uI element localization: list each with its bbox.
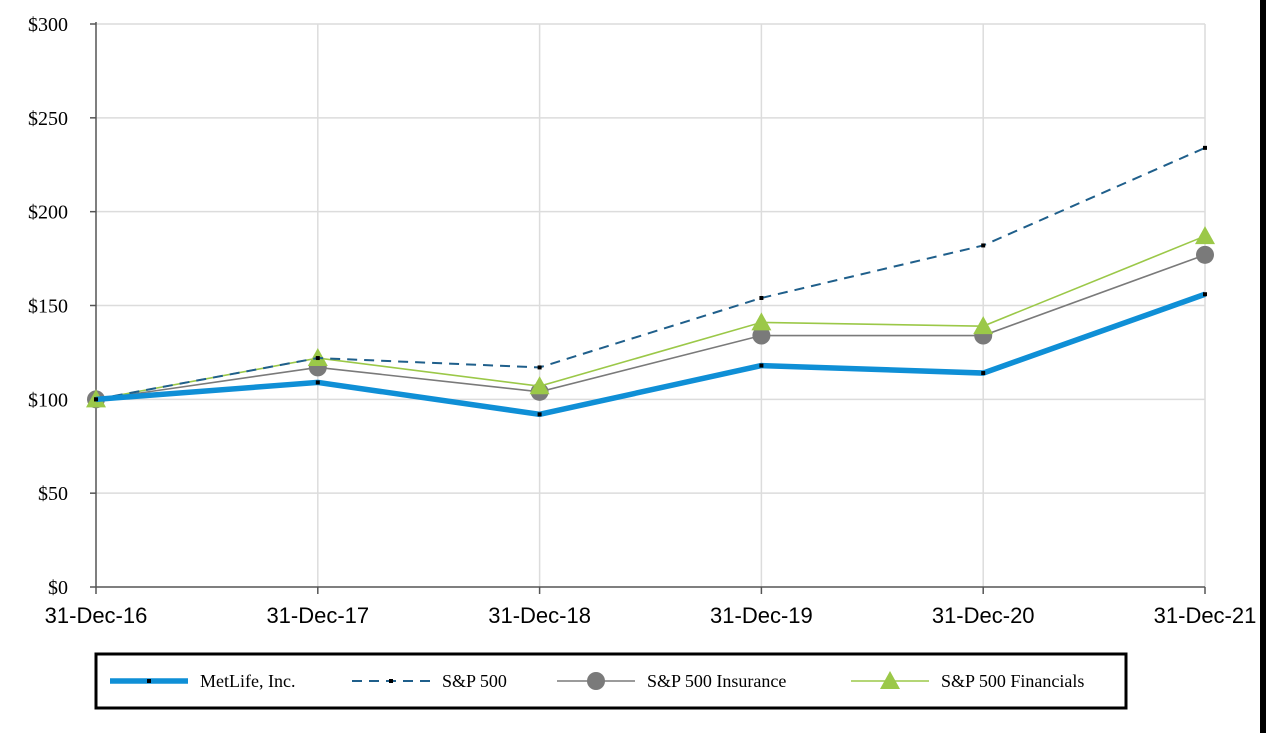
square-marker: [537, 412, 542, 417]
square-marker: [147, 679, 151, 683]
square-marker: [389, 679, 393, 683]
right-edge-bar: [1260, 0, 1266, 733]
series-line: [95, 146, 1206, 401]
square-marker: [1203, 145, 1207, 150]
triangle-marker: [1195, 226, 1215, 245]
triangle-marker: [973, 316, 994, 335]
y-tick-labels: $0 $50 $100 $150 $200 $250 $300: [28, 14, 68, 599]
y-tick-label: $50: [38, 483, 68, 505]
triangle-marker: [751, 312, 772, 331]
series-layer: [86, 145, 1215, 418]
legend-label: MetLife, Inc.: [200, 671, 295, 691]
y-tick-label: $150: [28, 296, 68, 318]
x-tick-labels: 31-Dec-16 31-Dec-17 31-Dec-18 31-Dec-19 31-D…: [45, 603, 1257, 628]
legend-label: S&P 500 Financials: [941, 671, 1084, 691]
x-tick-label: 31-Dec-18: [488, 603, 591, 628]
square-marker: [759, 295, 764, 300]
legend-entry: MetLife, Inc.: [110, 671, 295, 691]
square-marker: [315, 380, 320, 385]
axis-layer: [90, 22, 1206, 594]
square-marker: [981, 371, 986, 376]
legend: MetLife, Inc. S&P 500 S&P 500 Insurance S&P…: [94, 652, 1128, 710]
square-marker: [1203, 292, 1207, 297]
square-marker: [537, 365, 542, 370]
x-tick-label: 31-Dec-20: [932, 603, 1035, 628]
legend-label: S&P 500: [442, 671, 507, 691]
legend-entry: S&P 500 Financials: [851, 671, 1084, 691]
y-tick-label: $250: [28, 108, 68, 130]
series-s-p-500-insurance: [87, 245, 1214, 409]
series-metlife-inc-: [94, 291, 1207, 418]
x-tick-label: 31-Dec-17: [266, 603, 369, 628]
x-tick-label: 31-Dec-21: [1154, 603, 1257, 628]
x-tick-label: 31-Dec-19: [710, 603, 813, 628]
triangle-marker: [529, 376, 550, 395]
y-tick-label: $100: [28, 389, 68, 411]
grid-layer: [96, 23, 1206, 587]
series-line: [95, 254, 1206, 401]
square-marker: [759, 363, 764, 368]
circle-marker: [587, 672, 605, 690]
y-tick-label: $200: [28, 202, 68, 224]
legend-entry: S&P 500: [352, 671, 507, 691]
y-tick-label: $0: [48, 577, 68, 599]
circle-marker: [1196, 245, 1214, 264]
legend-label: S&P 500 Insurance: [647, 671, 786, 691]
square-marker: [981, 243, 986, 248]
series-s-p-500-financials: [86, 226, 1215, 408]
triangle-marker: [880, 671, 900, 689]
series-line: [95, 291, 1206, 418]
x-tick-label: 31-Dec-16: [45, 603, 148, 628]
circle-marker: [752, 326, 771, 345]
y-tick-label: $300: [28, 14, 68, 36]
legend-entry: S&P 500 Insurance: [557, 671, 786, 691]
square-marker: [315, 356, 320, 361]
square-marker: [94, 397, 98, 402]
